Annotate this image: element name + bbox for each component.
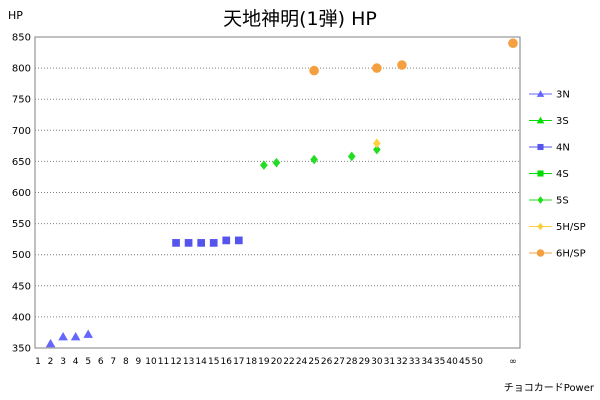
data-point [372,63,382,73]
data-point [209,239,218,247]
legend-label: 4S [556,169,569,180]
x-tick-label: 35 [434,357,445,367]
legend-marker [536,116,545,124]
y-tick-label: 750 [12,95,31,106]
legend-marker [537,222,544,231]
data-point [373,144,381,155]
x-tick-label: 3 [60,357,66,367]
y-tick-label: 550 [12,219,31,230]
data-point [397,60,407,70]
y-tick-label: 350 [12,344,31,355]
x-tick-label: 24 [296,357,308,367]
x-tick-label: 19 [258,357,270,367]
data-point [172,239,180,247]
x-tick-label: 34 [421,357,433,367]
y-axis-label: HP [8,9,23,22]
x-tick-label: 45 [459,357,470,367]
data-point [45,338,56,348]
x-tick-label: 15 [208,357,219,367]
x-tick-label: 5 [85,357,91,367]
y-tick-label: 650 [12,157,31,168]
data-point [508,38,518,49]
data-point [58,332,68,341]
data-point [83,329,93,338]
y-tick-label: 450 [12,281,31,292]
y-tick-label: 850 [12,33,31,44]
data-point [260,160,268,170]
y-tick-label: 800 [12,64,31,75]
data-point [309,65,319,76]
x-tick-label: 25 [308,357,319,367]
legend-label: 3N [556,90,570,101]
y-tick-label: 700 [12,126,31,137]
legend-label: 5S [556,196,569,207]
x-tick-label: 13 [183,357,194,367]
legend-label: 5H/SP [556,222,586,233]
x-axis-ticks: 1 2 3 4 5 6 7 8 9 10 11 12 13 14 15 16 17 18 19 20 22 24 25 26 2… [35,357,517,367]
x-axis-label: チョコカードPower [504,382,595,394]
x-tick-label: 50 [472,357,484,367]
data-point [184,239,193,247]
plot-area [34,36,521,349]
x-tick-label: 17 [233,357,244,367]
legend-marker [536,90,545,97]
data-point [197,239,205,247]
y-tick-label: 600 [12,188,31,199]
x-tick-label: 33 [409,357,420,367]
x-tick-label: 40 [446,357,458,367]
x-tick-label: 7 [110,357,116,367]
legend-marker [537,143,544,151]
x-tick-label: 27 [333,357,344,367]
x-tick-label: 6 [98,357,104,367]
x-tick-label: 30 [371,357,383,367]
legend-label: 6H/SP [556,249,586,260]
x-tick-label: 8 [123,357,129,367]
y-tick-label: 500 [12,250,31,261]
x-tick-label: 22 [283,357,294,367]
x-tick-label: 18 [246,357,258,367]
x-tick-label: 16 [221,357,233,367]
data-point [310,154,318,165]
legend-label: 3S [556,116,569,127]
legend-marker [536,249,545,257]
legend-marker [537,170,544,177]
data-point [70,332,81,341]
x-tick-label: 14 [195,357,207,367]
x-tick-label: ∞ [509,357,517,367]
x-tick-label: 11 [158,357,169,367]
legend: 3N 3S 4N 4S 5S 5H/SP 6H/SP [529,90,586,260]
x-tick-label: 29 [359,357,371,367]
x-tick-label: 31 [384,357,395,367]
data-point [234,236,243,245]
x-tick-label: 9 [136,357,142,367]
chart-title: 天地神明(1弾) HP [223,8,377,30]
legend-label: 4N [556,143,570,154]
y-axis-ticks: 350 400 450 500 550 600 650 700 750 800 850 [12,33,31,355]
data-point [347,151,356,162]
y-tick-label: 400 [12,312,31,323]
x-tick-label: 20 [271,357,283,367]
x-tick-label: 32 [396,357,407,367]
x-tick-label: 2 [48,357,54,367]
data-point [272,157,281,168]
x-tick-label: 28 [346,357,358,367]
x-tick-label: 10 [145,357,157,367]
data-point [222,236,231,245]
data-points [45,38,518,348]
legend-marker [537,196,544,204]
x-tick-label: 1 [35,357,41,367]
x-tick-label: 12 [170,357,181,367]
x-tick-label: 4 [73,357,79,367]
data-point [373,138,381,149]
x-tick-label: 26 [321,357,333,367]
